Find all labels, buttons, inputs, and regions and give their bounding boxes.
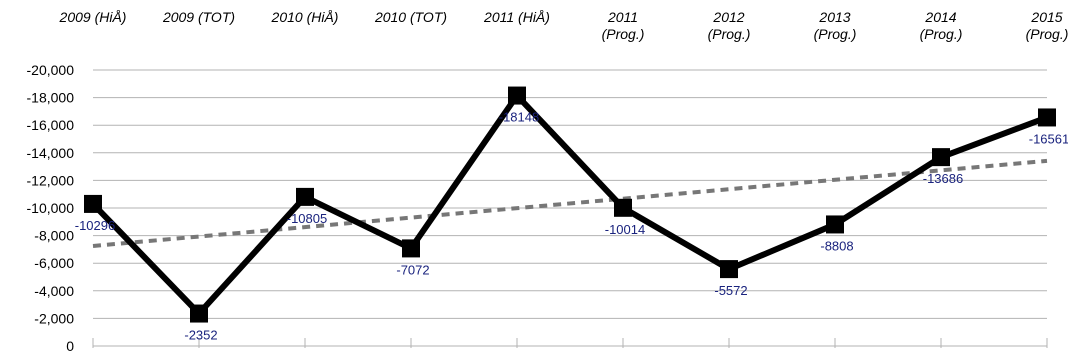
data-point-marker [614,198,632,217]
y-tick-label: -4,000 [34,283,74,299]
data-label: -10014 [605,222,645,237]
y-tick-label: 0 [66,338,74,354]
x-axis-categories: 2009 (HiÅ) 2009 (TOT) 2010 (HiÅ) 2010 (TOT)… [59,9,1068,42]
data-label: -5572 [714,283,747,298]
data-label: -13686 [923,171,963,186]
y-tick-label: -14,000 [27,145,75,161]
data-point-marker [1038,108,1056,127]
data-point-marker [84,194,102,213]
series-layer [84,86,1056,323]
data-label: -18148 [499,110,539,125]
trendline [92,158,1048,248]
x-category-label: 2011 (Prog.) [602,9,645,42]
y-tick-label: -10,000 [27,200,75,216]
data-label: -7072 [396,262,429,277]
trendline-layer [92,158,1048,248]
x-category-label: 2010 (TOT) [374,9,447,25]
data-label: -10805 [287,211,327,226]
data-label: -10296 [75,218,115,233]
data-label-layer: -10296 -2352 -10805 -7072 -18148 -10014 -5572 -… [75,110,1068,343]
data-label: -2352 [184,328,217,343]
y-tick-label: -2,000 [34,310,74,326]
y-axis: 0 -2,000 -4,000 -6,000 -8,000 -10,000 -12,000 -… [27,62,75,354]
y-tick-label: -18,000 [27,90,75,106]
gridlines [92,69,1048,348]
y-tick-label: -8,000 [34,228,74,244]
x-category-label: 2011 (HiÅ) [483,9,550,25]
y-tick-label: -6,000 [34,255,74,271]
x-category-label: 2015 (Prog.) [1026,9,1068,42]
data-point-marker [508,86,526,105]
y-tick-label: -16,000 [27,117,75,133]
data-point-marker [190,304,208,323]
x-category-label: 2012 (Prog.) [708,9,751,42]
data-label: -16561 [1029,131,1068,146]
series-line [90,92,1049,317]
x-category-label: 2014 (Prog.) [920,9,963,42]
x-category-label: 2009 (HiÅ) [59,9,127,25]
data-point-marker [720,260,738,279]
data-point-marker [932,148,950,167]
y-tick-label: -12,000 [27,172,75,188]
x-category-label: 2009 (TOT) [162,9,235,25]
data-point-marker [296,187,314,206]
data-point-marker [826,215,844,234]
x-category-label: 2013 (Prog.) [814,9,857,42]
data-label: -8808 [820,238,853,253]
x-category-label: 2010 (HiÅ) [271,9,339,25]
data-point-marker [402,239,420,258]
y-tick-label: -20,000 [27,62,75,78]
